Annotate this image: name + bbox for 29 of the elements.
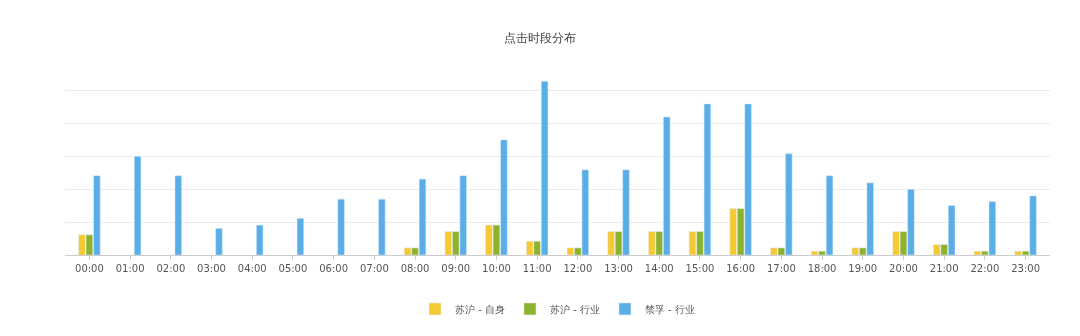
x-tick-label: 05:00	[278, 263, 308, 274]
x-tick-label: 04:00	[237, 263, 267, 274]
x-tick-label: 22:00	[970, 263, 1000, 274]
x-tick-label: 21:00	[929, 263, 959, 274]
x-tick-label: 19:00	[848, 263, 878, 274]
x-tick-label: 06:00	[319, 263, 349, 274]
x-tick-label: 08:00	[400, 263, 430, 274]
x-tick-label: 10:00	[482, 263, 511, 274]
x-tick-label: 11:00	[522, 263, 552, 274]
x-tick-label: 09:00	[441, 263, 471, 274]
x-tick-label: 18:00	[807, 263, 837, 274]
x-tick-label: 00:00	[75, 263, 104, 274]
x-tick-label: 20:00	[889, 263, 918, 274]
x-tick-label: 12:00	[563, 263, 593, 274]
x-tick-label: 03:00	[197, 263, 226, 274]
bar	[215, 228, 223, 255]
x-tick-label: 23:00	[1011, 263, 1040, 274]
legend-label: 禁孚 - 行业	[644, 303, 695, 315]
x-tick-label: 16:00	[726, 263, 756, 274]
legend-label: 苏沪 - 行业	[549, 303, 600, 315]
x-tick-label: 14:00	[644, 263, 674, 274]
x-tick-label: 01:00	[115, 263, 145, 274]
chart-title: 点击时段分布	[504, 31, 576, 45]
x-tick-label: 02:00	[156, 263, 186, 274]
x-tick-label: 17:00	[766, 263, 796, 274]
x-tick-label: 15:00	[685, 263, 715, 274]
x-tick-label: 07:00	[359, 263, 389, 274]
legend-label: 苏沪 - 自身	[455, 303, 505, 315]
x-tick-label: 13:00	[604, 263, 633, 274]
